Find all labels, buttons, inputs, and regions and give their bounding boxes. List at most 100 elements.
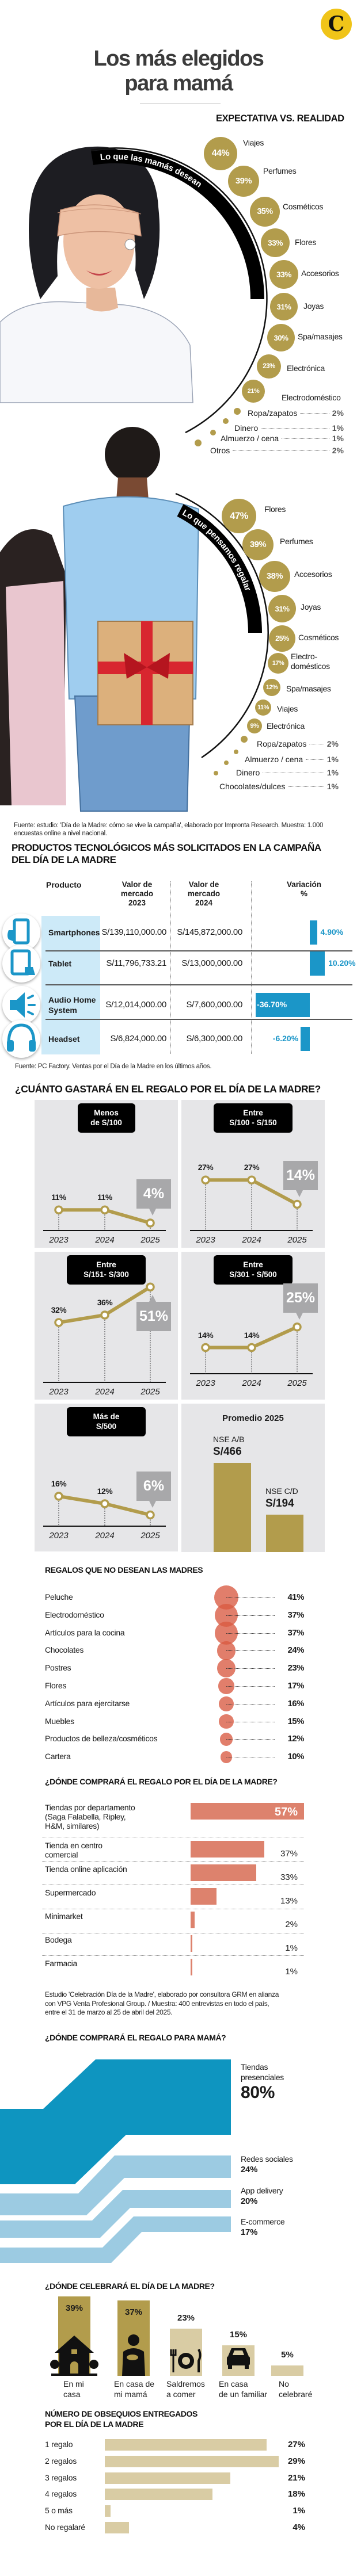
store-label-line: Tienda online aplicación bbox=[45, 1864, 127, 1874]
bullet-dot bbox=[195, 439, 202, 446]
celebration-value: 15% bbox=[229, 2329, 248, 2340]
bubble bbox=[217, 1659, 236, 1677]
percent-circle: 31% bbox=[270, 293, 298, 320]
store-label-line: Tiendas por departamento bbox=[45, 1803, 135, 1812]
callout-2025: 25% bbox=[283, 1283, 318, 1313]
value-2023: S/12,014,000.00 bbox=[105, 1000, 166, 1010]
product-icon-circle bbox=[2, 986, 40, 1024]
product-name-line: Smartphones bbox=[48, 928, 100, 937]
celebration-value: 37% bbox=[124, 2307, 143, 2317]
range-label: Más de S/500 bbox=[67, 1407, 146, 1436]
nse-label: NSE C/D bbox=[265, 1486, 298, 1496]
gift-count-bar bbox=[105, 2439, 267, 2451]
bullet-dot bbox=[214, 771, 218, 775]
value-label: 27% bbox=[198, 1163, 214, 1172]
page-title-line1: Los más elegidos bbox=[93, 47, 264, 71]
store-value: 57% bbox=[274, 1806, 298, 1818]
data-point bbox=[293, 1323, 302, 1332]
celebration-value: 23% bbox=[177, 2313, 195, 2323]
category-label: Perfumes bbox=[280, 537, 313, 546]
store-label-line: Supermercado bbox=[45, 1888, 96, 1897]
item-label: Chocolates bbox=[45, 1645, 84, 1655]
item-label: Postres bbox=[45, 1663, 71, 1673]
minor-item: Ropa/zapatos 2% bbox=[257, 739, 339, 749]
minor-item: Chocolates/dulces 1% bbox=[219, 781, 339, 792]
item-value: 37% bbox=[287, 1610, 304, 1620]
minor-label: Almuerzo / cena bbox=[221, 434, 279, 443]
data-point bbox=[201, 1343, 210, 1352]
range-line: Entre bbox=[96, 1260, 116, 1269]
category-label: Electrodoméstico bbox=[282, 393, 341, 402]
data-point bbox=[54, 1205, 63, 1214]
year-label: 2024 bbox=[95, 1387, 115, 1397]
bubble bbox=[219, 1714, 234, 1729]
mother-illustration bbox=[0, 146, 193, 403]
item-value: 17% bbox=[287, 1681, 304, 1691]
variation-label: 4.90% bbox=[320, 927, 344, 937]
channel-flow bbox=[0, 2059, 231, 2184]
product-name-line: System bbox=[48, 1006, 77, 1015]
bullet-dot bbox=[234, 408, 241, 415]
store-label-line: Tienda en centro bbox=[45, 1841, 102, 1850]
gift-count-label: 3 regalos bbox=[45, 2472, 77, 2482]
range-label: Menos de S/100 bbox=[77, 1103, 135, 1133]
source-line: Estudio 'Celebración Día de la Madre', e… bbox=[45, 1990, 279, 1998]
year-label: 2025 bbox=[140, 1531, 160, 1541]
item-label: Muebles bbox=[45, 1716, 74, 1726]
item-label: Electrodoméstico bbox=[45, 1610, 104, 1619]
celebration-label-line: mi mamá bbox=[114, 2390, 147, 2399]
product-name: Headset bbox=[48, 1034, 79, 1044]
product-icon-circle bbox=[2, 945, 40, 983]
item-label: Productos de belleza/cosméticos bbox=[45, 1734, 158, 1744]
car-icon bbox=[227, 2348, 250, 2369]
product-name-line: Headset bbox=[48, 1034, 80, 1044]
leader-dots bbox=[288, 786, 324, 787]
bubble bbox=[217, 1641, 236, 1660]
leader-dots bbox=[233, 450, 329, 451]
store-bar bbox=[191, 1888, 217, 1905]
item-value: 16% bbox=[287, 1698, 304, 1709]
minor-label: Otros bbox=[210, 446, 230, 455]
source-note-1: Fuente: estudio: 'Día de la Madre: cómo … bbox=[14, 821, 323, 838]
bubble bbox=[214, 1621, 238, 1645]
leader-dots bbox=[306, 759, 324, 760]
category-label: Viajes bbox=[243, 138, 264, 147]
range-label: Entre S/301 - S/500 bbox=[214, 1255, 293, 1285]
year-label: 2023 bbox=[49, 1387, 69, 1397]
leader-dots bbox=[226, 1686, 275, 1687]
percent-circle: 12% bbox=[263, 679, 280, 696]
data-point bbox=[247, 1343, 256, 1352]
celebration-label-line: En casa bbox=[219, 2379, 248, 2388]
gift-count-value: 29% bbox=[287, 2456, 305, 2466]
data-point bbox=[146, 1510, 155, 1520]
product-name: Tablet bbox=[48, 958, 71, 969]
item-label: Peluche bbox=[45, 1592, 73, 1602]
minor-value: 2% bbox=[332, 408, 344, 418]
gift-count-value: 4% bbox=[293, 2523, 305, 2532]
source-line: con VPG Venta Profesional Group. / Muest… bbox=[45, 1999, 269, 2008]
header-v2024: Valor de mercado 2024 bbox=[175, 880, 233, 908]
variation-bar bbox=[310, 951, 325, 976]
line-chart bbox=[190, 1323, 313, 1374]
category-label: Perfumes bbox=[263, 166, 297, 175]
gift-count-bar bbox=[105, 2489, 213, 2501]
item-value: 12% bbox=[287, 1734, 304, 1744]
children-illustration bbox=[0, 427, 200, 812]
tablet-icon bbox=[10, 949, 35, 976]
nse-value: S/194 bbox=[265, 1497, 294, 1510]
range-line: Menos bbox=[94, 1109, 119, 1117]
year-label: 2023 bbox=[196, 1378, 215, 1388]
category-label: Joyas bbox=[301, 602, 321, 611]
minor-value: 1% bbox=[326, 782, 339, 791]
logo-letter: C bbox=[328, 12, 345, 36]
column-highlight bbox=[41, 916, 100, 1054]
range-line: Entre bbox=[243, 1109, 263, 1117]
callout-pointer bbox=[149, 1500, 156, 1508]
leader-dots bbox=[226, 1668, 275, 1669]
value-2023: S/6,824,000.00 bbox=[110, 1034, 166, 1044]
header-line: mercado bbox=[187, 889, 221, 898]
product-name-line: Audio Home bbox=[48, 995, 96, 1004]
mother-baby-icon bbox=[122, 2334, 145, 2376]
arc-line bbox=[175, 492, 269, 759]
gift-count-label: 5 o más bbox=[45, 2506, 73, 2516]
